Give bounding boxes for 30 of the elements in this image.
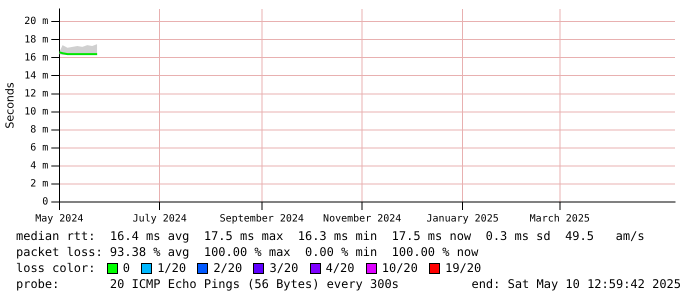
y-tick-label: 6 m (30, 142, 48, 154)
text: 10/20 (382, 260, 419, 276)
text: 0 (122, 260, 131, 276)
y-tick-label: 14 m (24, 70, 48, 82)
x-tick-label: July 2024 (132, 214, 187, 225)
text: loss color: (16, 260, 96, 276)
y-axis-title: Seconds (3, 82, 16, 129)
x-tick-label: November 2024 (323, 214, 402, 225)
y-tick-label: 12 m (24, 88, 48, 100)
y-tick-label: 0 (42, 196, 48, 208)
text: probe: 20 ICMP Echo Pings (56 Bytes) every 300s (16, 276, 399, 292)
x-tick-label: January 2025 (426, 214, 499, 225)
text: 3/20 (269, 260, 300, 276)
text: 4/20 (326, 260, 356, 276)
y-tick-label: 4 m (30, 160, 48, 172)
x-tick-label: May 2024 (35, 214, 84, 225)
y-tick-label: 2 m (30, 178, 48, 190)
text: end: Sat May 10 12:59:42 2025 (471, 276, 681, 292)
text: packet loss: 93.38 % avg 100.00 % max 0.00 % min 100.00 % now (16, 244, 480, 260)
text: 2/20 (213, 260, 244, 276)
text: 19/20 (445, 260, 482, 276)
y-tick-label: 8 m (30, 124, 48, 136)
y-tick-label: 10 m (24, 106, 48, 118)
x-tick-label: March 2025 (530, 214, 590, 225)
x-tick-label: September 2024 (220, 214, 304, 225)
text: median rtt: 16.4 ms avg 17.5 ms max 16.3 ms min 17.5 ms now 0.3 ms sd 49.5 am/s (16, 228, 646, 244)
text: 1/20 (157, 260, 188, 276)
y-tick-label: 16 m (24, 52, 48, 64)
y-tick-label: 20 m (24, 16, 48, 28)
y-tick-label: 18 m (24, 34, 48, 46)
